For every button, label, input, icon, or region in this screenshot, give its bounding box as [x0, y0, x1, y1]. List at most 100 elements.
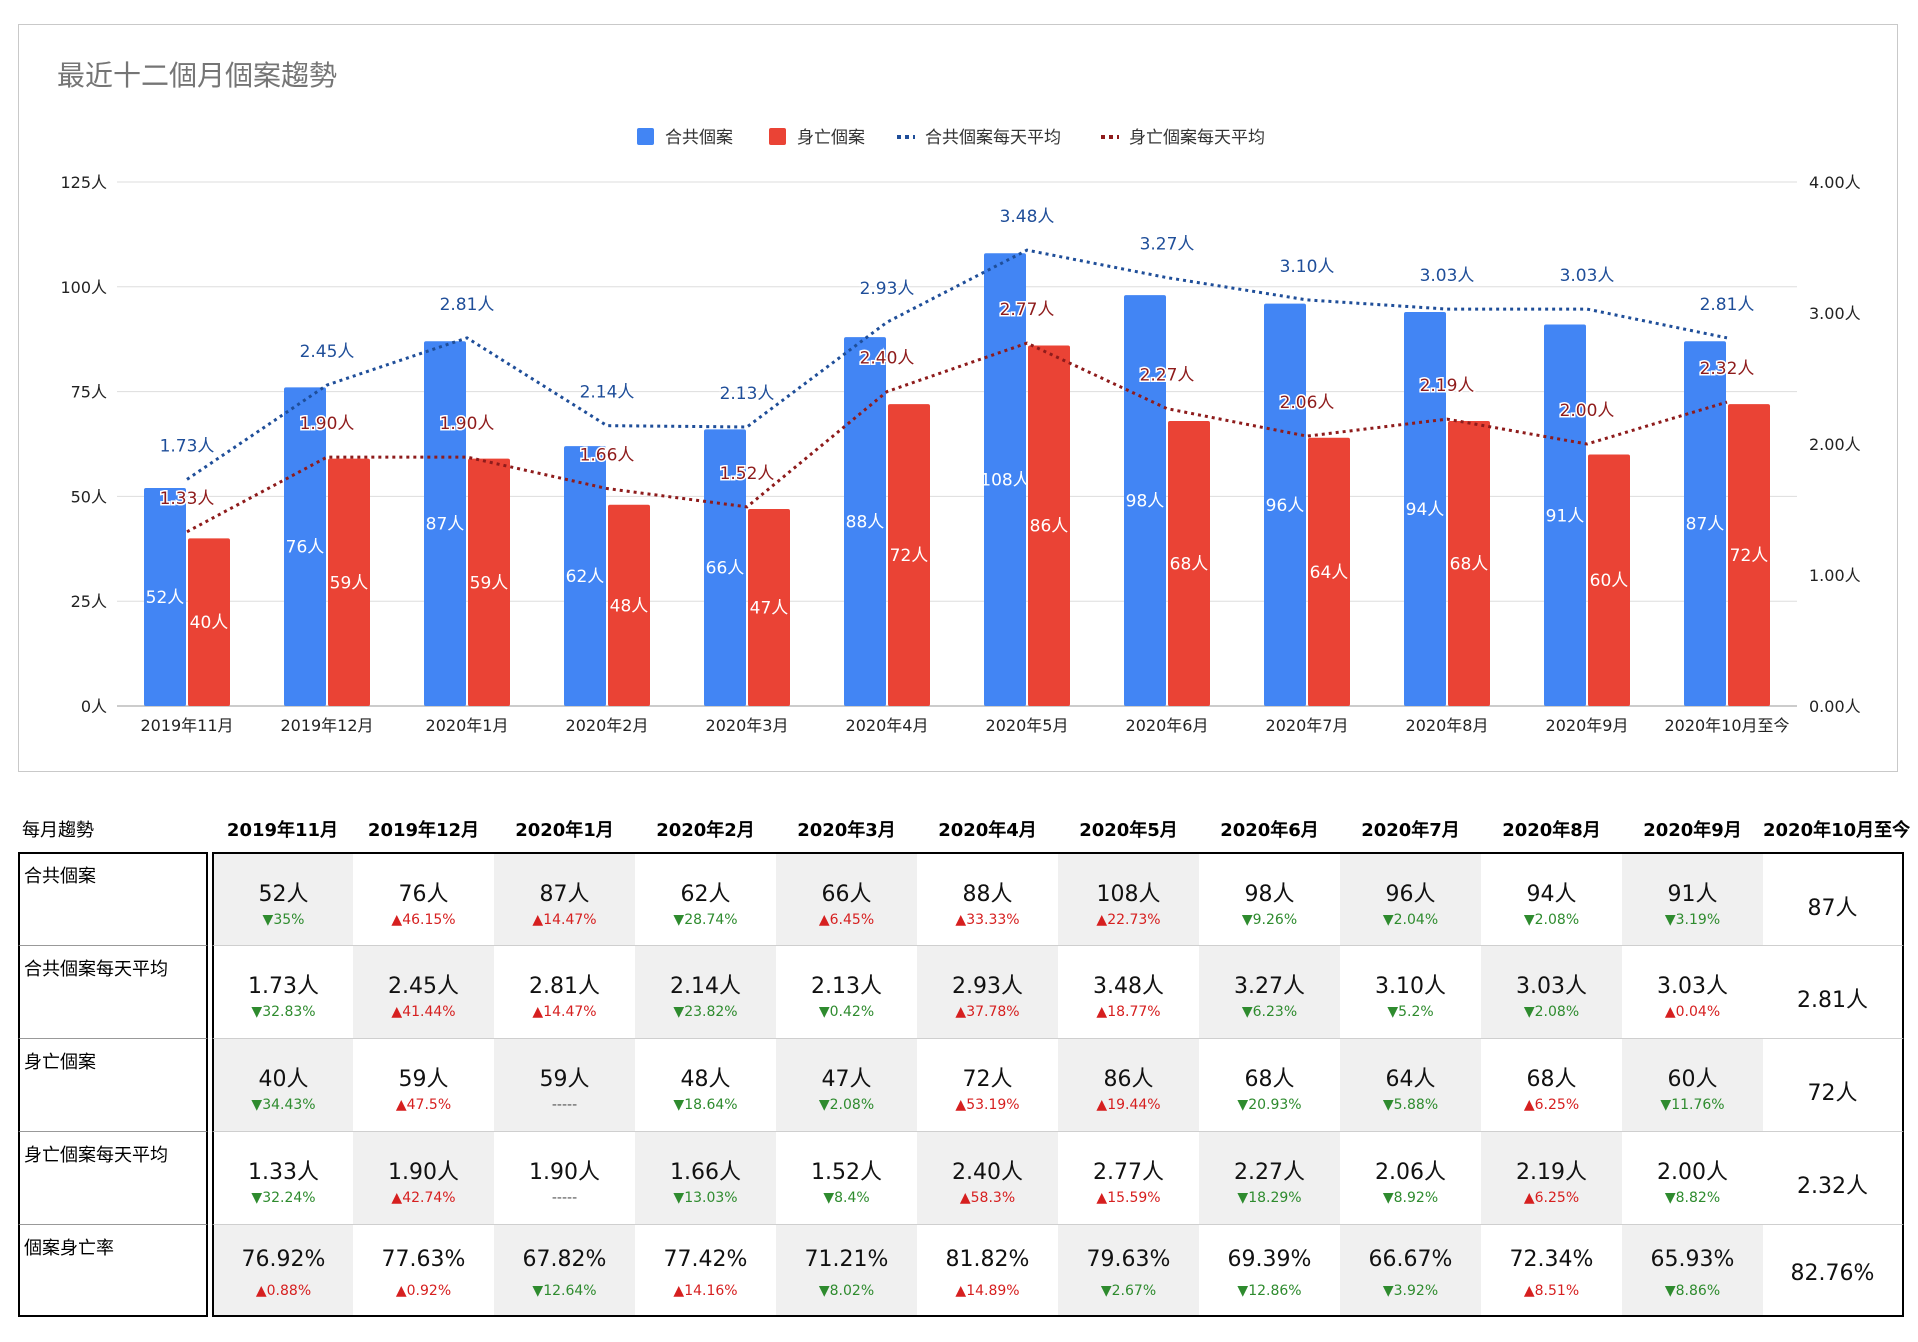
- row-label-cell: [18, 945, 208, 1038]
- legend-label: 身亡個案: [797, 128, 865, 148]
- line-value-label: 1.33人: [160, 489, 215, 509]
- cell-change: ▲22.73%: [1096, 912, 1161, 928]
- table-cell: 1.33人 ▼32.24%: [212, 1131, 353, 1224]
- row-label-cell: [18, 1131, 208, 1224]
- line-value-label: 2.81人: [440, 295, 495, 315]
- cell-value: 48人: [680, 1067, 731, 1092]
- bar-合共個案: [1544, 324, 1586, 706]
- table-cell: 65.93% ▼8.86%: [1622, 1224, 1763, 1317]
- combo-chart: 最近十二個月個案趨勢 合共個案 身亡個案 合共個案每天平均 身亡個案每天平均 0人 25…: [57, 59, 1861, 735]
- cell-change: ▼34.43%: [251, 1097, 316, 1113]
- x-tick-label: 2020年1月: [426, 716, 509, 735]
- table-column-header: 2020年9月: [1643, 820, 1742, 841]
- cell-change: ▲42.74%: [391, 1190, 456, 1206]
- bar-合共個案: [844, 337, 886, 706]
- x-tick-label: 2020年9月: [1546, 716, 1629, 735]
- cell-change: ▼23.82%: [673, 1004, 738, 1020]
- cell-value: 68人: [1526, 1067, 1577, 1092]
- table-corner-label: 每月趨勢: [22, 820, 94, 841]
- bar-value-label: 96人: [1266, 496, 1305, 516]
- cell-value: 2.00人: [1657, 1160, 1728, 1185]
- table-cell: 47人 ▼2.08%: [776, 1038, 917, 1131]
- cell-change: ▼32.24%: [251, 1190, 316, 1206]
- bar-value-label: 68人: [1450, 554, 1489, 574]
- chart-title: 最近十二個月個案趨勢: [57, 59, 337, 92]
- bar-身亡個案: [1728, 404, 1770, 706]
- table-column-header: 2020年2月: [656, 820, 755, 841]
- cell-change: ▲14.47%: [532, 912, 597, 928]
- line-value-label: 1.90人: [440, 414, 495, 434]
- cell-value: 68人: [1244, 1067, 1295, 1092]
- table-cell: 81.82% ▲14.89%: [917, 1224, 1058, 1317]
- cell-value: 2.93人: [952, 974, 1023, 999]
- bar-合共個案: [424, 341, 466, 706]
- legend-swatch: [769, 128, 786, 145]
- line-value-label: 3.27人: [1140, 235, 1195, 255]
- table-cell: 2.27人 ▼18.29%: [1199, 1131, 1340, 1224]
- table-cell: 2.13人 ▼0.42%: [776, 945, 917, 1038]
- cell-change: ▲18.77%: [1096, 1004, 1161, 1020]
- cell-value: 1.66人: [670, 1160, 741, 1185]
- cell-change: ▼35%: [262, 912, 305, 928]
- cell-change: ▲0.04%: [1664, 1004, 1721, 1020]
- y-tick-label-left: 50人: [71, 487, 107, 506]
- bar-身亡個案: [888, 404, 930, 706]
- cell-value: 2.77人: [1093, 1160, 1164, 1185]
- table-cell: 98人 ▼9.26%: [1199, 852, 1340, 945]
- cell-change: ▲6.45%: [818, 912, 875, 928]
- bar-value-label: 62人: [566, 567, 605, 587]
- cell-change: ▲37.78%: [955, 1004, 1020, 1020]
- y-tick-label-left: 0人: [81, 697, 107, 716]
- cell-value: 96人: [1385, 882, 1436, 907]
- bar-合共個案: [144, 488, 186, 706]
- row-label: 個案身亡率: [24, 1238, 114, 1259]
- cell-change: -----: [551, 1190, 578, 1206]
- cell-value: 94人: [1526, 882, 1577, 907]
- table-column-header: 2020年6月: [1220, 820, 1319, 841]
- cell-value: 71.21%: [804, 1247, 889, 1272]
- table-column-header: 2020年3月: [797, 820, 896, 841]
- bar-value-label: 64人: [1310, 563, 1349, 583]
- bar-value-label: 108人: [980, 471, 1029, 491]
- y-tick-label-right: 3.00人: [1809, 304, 1861, 323]
- table-cell: 3.03人 ▲0.04%: [1622, 945, 1763, 1038]
- cell-change: ▼13.03%: [673, 1190, 738, 1206]
- line-value-label: 2.27人: [1140, 366, 1195, 386]
- cell-change: ▼6.23%: [1241, 1004, 1298, 1020]
- left-y-axis: 0人 25人 50人 75人 100人 125人: [60, 173, 107, 716]
- cell-change: ▼0.42%: [818, 1004, 875, 1020]
- table-cell: 72人: [1763, 1038, 1904, 1131]
- cell-value: 59人: [539, 1067, 590, 1092]
- line-series: 1.73人 2.45人 2.81人 2.14人 2.13人 2.93人 3.48人 3.27人…: [158, 206, 1756, 534]
- table-cell: 87人 ▲14.47%: [494, 852, 635, 945]
- bar-value-label: 72人: [890, 546, 929, 566]
- row-label: 合共個案: [24, 866, 96, 887]
- chart-panel: 最近十二個月個案趨勢 合共個案 身亡個案 合共個案每天平均 身亡個案每天平均 0人 25…: [18, 24, 1898, 772]
- bar-合共個案: [1264, 303, 1306, 706]
- table-cell: 3.10人 ▼5.2%: [1340, 945, 1481, 1038]
- table-cell: 2.40人 ▲58.3%: [917, 1131, 1058, 1224]
- bar-value-label: 40人: [190, 613, 229, 633]
- cell-change: ▼8.82%: [1664, 1190, 1721, 1206]
- bar-身亡個案: [748, 508, 790, 706]
- bar-value-label: 87人: [426, 515, 465, 535]
- line-value-label: 1.66人: [580, 446, 635, 466]
- chart-gridlines: [117, 181, 1797, 707]
- table-cell: 68人 ▲6.25%: [1481, 1038, 1622, 1131]
- cell-change: ▲8.51%: [1523, 1283, 1580, 1299]
- table-cell: 96人 ▼2.04%: [1340, 852, 1481, 945]
- cell-change: ▼11.76%: [1660, 1097, 1725, 1113]
- cell-value: 79.63%: [1086, 1247, 1171, 1272]
- line-value-label: 2.45人: [300, 342, 355, 362]
- cell-change: ▼12.86%: [1237, 1283, 1302, 1299]
- cell-value: 1.52人: [811, 1160, 882, 1185]
- cell-value: 62人: [680, 882, 731, 907]
- cell-value: 3.03人: [1516, 974, 1587, 999]
- table-cell: 52人 ▼35%: [212, 852, 353, 945]
- x-tick-label: 2020年7月: [1266, 716, 1349, 735]
- cell-change: ▼3.92%: [1382, 1283, 1439, 1299]
- bar-value-label: 88人: [846, 513, 885, 533]
- cell-change: ▲15.59%: [1096, 1190, 1161, 1206]
- table-cell: 1.90人 ▲42.74%: [353, 1131, 494, 1224]
